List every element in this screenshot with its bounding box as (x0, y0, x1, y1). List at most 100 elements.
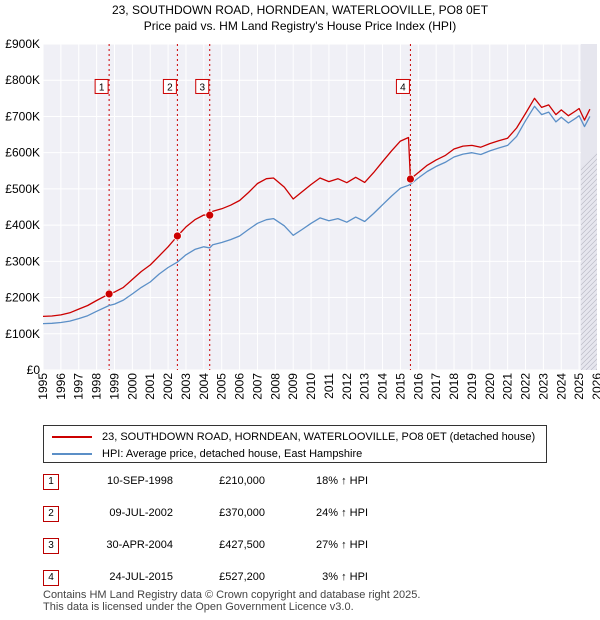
legend-item-hpi: HPI: Average price, detached house, East… (52, 446, 362, 462)
y-tick-label: £700K (5, 109, 40, 123)
sale-markers (104, 174, 415, 299)
chart: 23, SOUTHDOWN ROAD, HORNDEAN, WATERLOOVI… (5, 3, 600, 400)
y-tick-label: £500K (5, 182, 40, 196)
x-tick-label: 2000 (125, 373, 139, 400)
x-tick-label: 2004 (197, 373, 211, 400)
sale-number-box: 1 (43, 474, 59, 490)
sale-label-box (162, 78, 177, 94)
x-tick-label: 1995 (36, 373, 50, 400)
y-tick-label: £300K (5, 254, 40, 268)
sale-date: 10-SEP-1998 (106, 475, 173, 487)
sale-price: £427,500 (219, 539, 265, 551)
x-tick-label: 2023 (536, 373, 550, 400)
legend-swatch-hpi (52, 453, 92, 455)
hpi-line (42, 105, 591, 325)
sale-number-box: 2 (43, 506, 59, 522)
sale-label-text: 3 (199, 82, 205, 93)
x-tick-label: 2013 (358, 373, 372, 400)
hatch-line (580, 303, 598, 321)
y-tick-label: £900K (5, 37, 40, 51)
series-lines (42, 97, 591, 325)
sale-label-text: 4 (400, 82, 406, 93)
x-tick-label: 2010 (304, 373, 318, 400)
property-line (42, 97, 591, 318)
legend-label-hpi: HPI: Average price, detached house, East… (102, 448, 363, 460)
x-tick-label: 2015 (393, 373, 407, 400)
hatch-line (580, 193, 598, 211)
axes: £0 £100K £200K £300K £400K £500K £600K £700K £80… (5, 37, 600, 400)
chart-subtitle: Price paid vs. HM Land Registry's House … (144, 19, 456, 33)
x-tick-label: 2011 (322, 373, 336, 399)
x-tick-label: 1997 (72, 373, 86, 400)
hatch-line (580, 308, 598, 326)
x-tick-label: 2021 (501, 373, 515, 400)
sale-price: £527,200 (219, 571, 265, 583)
y-tick-label: £400K (5, 218, 40, 232)
sale-point (406, 174, 415, 184)
hatch-line (580, 203, 598, 221)
sale-label-text: 2 (167, 82, 173, 93)
sale-point (172, 231, 182, 241)
sale-date: 30-APR-2004 (106, 539, 173, 551)
x-tick-label: 2014 (376, 373, 390, 400)
x-tick-label: 2022 (519, 373, 533, 400)
x-tick-label: 2016 (411, 373, 425, 400)
footer: Contains HM Land Registry data © Crown c… (43, 589, 420, 613)
sale-date: 09-JUL-2002 (109, 507, 173, 519)
legend-swatch-property (52, 436, 92, 438)
table-row: 4 24-JUL-2015 £527,200 3% ↑ HPI (43, 570, 543, 586)
legend-item-property: 23, SOUTHDOWN ROAD, HORNDEAN, WATERLOOVI… (52, 429, 535, 445)
sale-label-box (94, 78, 109, 94)
sale-number-box: 4 (43, 570, 59, 586)
plot-area (43, 44, 597, 370)
x-tick-label: 2012 (340, 373, 354, 400)
table-row: 2 09-JUL-2002 £370,000 24% ↑ HPI (43, 506, 543, 522)
sale-number-box: 3 (43, 538, 59, 554)
x-tick-label: 2001 (143, 373, 157, 400)
chart-title: 23, SOUTHDOWN ROAD, HORNDEAN, WATERLOOVI… (112, 3, 489, 17)
x-tick-label: 2017 (429, 373, 443, 400)
x-tick-label: 2009 (286, 373, 300, 400)
legend: 23, SOUTHDOWN ROAD, HORNDEAN, WATERLOOVI… (43, 425, 547, 463)
legend-label-property: 23, SOUTHDOWN ROAD, HORNDEAN, WATERLOOVI… (102, 431, 536, 443)
x-tick-label: 2026 (590, 373, 600, 400)
x-tick-label: 2019 (465, 373, 479, 400)
sale-hpi-delta: 24% ↑ HPI (316, 507, 368, 519)
x-tick-label: 2025 (572, 373, 586, 400)
sale-date: 24-JUL-2015 (109, 571, 173, 583)
x-tick-label: 2020 (483, 373, 497, 400)
footer-licence: This data is licensed under the Open Gov… (43, 601, 354, 613)
x-tick-label: 2007 (250, 373, 264, 400)
y-tick-label: £800K (5, 73, 40, 87)
sale-point (104, 289, 114, 299)
y-tick-label: £100K (5, 327, 40, 341)
sale-label-text: 1 (99, 82, 105, 93)
sale-label-box (195, 78, 210, 94)
sale-price: £210,000 (219, 475, 265, 487)
grid (42, 43, 598, 371)
sale-price: £370,000 (219, 507, 265, 519)
x-tick-label: 2018 (447, 373, 461, 400)
sale-point (205, 210, 215, 220)
sale-hpi-delta: 3% ↑ HPI (322, 571, 368, 583)
x-tick-label: 2005 (215, 373, 229, 400)
y-tick-label: £200K (5, 291, 40, 305)
x-tick-label: 1998 (90, 373, 104, 400)
sale-hpi-delta: 27% ↑ HPI (316, 539, 368, 551)
y-tick-label: £0 (27, 363, 41, 377)
y-tick-label: £600K (5, 146, 40, 160)
sale-label-box (395, 78, 410, 94)
sale-vlines: 1 2 3 4 (94, 44, 411, 370)
footer-copyright: Contains HM Land Registry data © Crown c… (43, 589, 421, 601)
table-row: 3 30-APR-2004 £427,500 27% ↑ HPI (43, 538, 543, 554)
x-tick-label: 1999 (107, 373, 121, 400)
x-tick-label: 2002 (161, 373, 175, 400)
x-tick-label: 2008 (268, 373, 282, 400)
hatch-line (580, 313, 598, 331)
x-tick-label: 2006 (233, 373, 247, 400)
x-tick-label: 2024 (554, 373, 568, 400)
sale-hpi-delta: 18% ↑ HPI (316, 475, 368, 487)
table-row: 1 10-SEP-1998 £210,000 18% ↑ HPI (43, 474, 543, 490)
x-tick-label: 1996 (54, 373, 68, 400)
hatch-line (580, 198, 598, 216)
